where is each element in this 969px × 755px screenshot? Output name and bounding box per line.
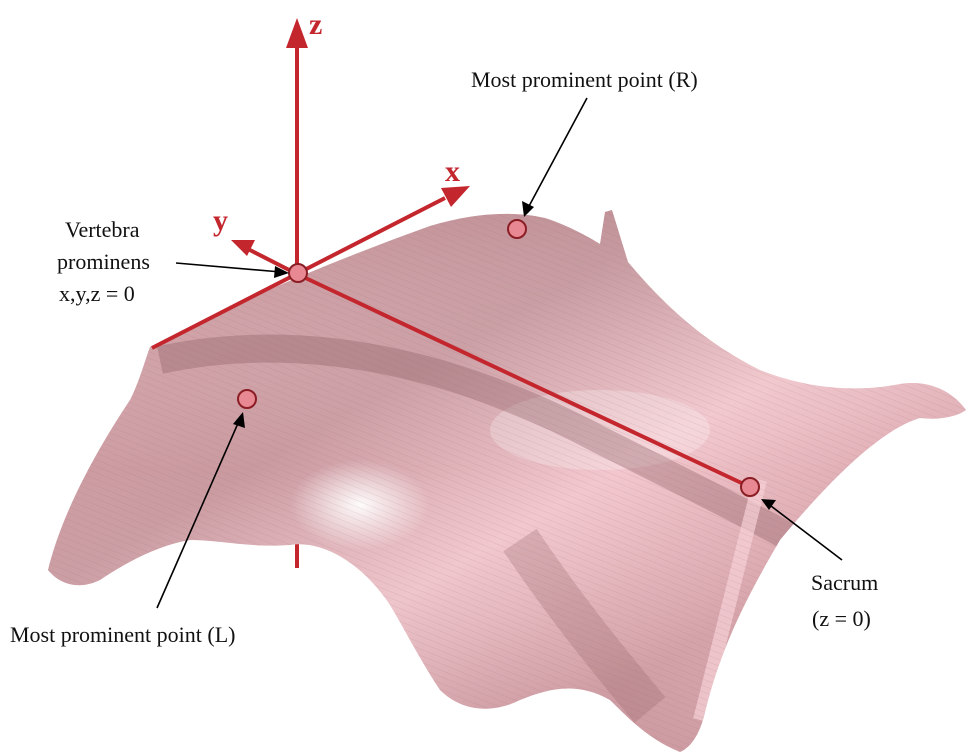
- sacrum-point: [740, 477, 760, 497]
- vertebra-label-line3: x,y,z = 0: [59, 281, 135, 306]
- arrow-most-prominent-l-head: [233, 412, 245, 428]
- spine-line: [296, 272, 751, 489]
- y-arrow-head: [231, 240, 255, 256]
- y-axis: [245, 246, 298, 276]
- annotation-arrows: [156, 97, 843, 609]
- arrow-most-prominent-r: [527, 97, 588, 209]
- vertebra-prominens-point: [288, 263, 308, 283]
- sacrum-label-line1: Sacrum: [811, 570, 878, 595]
- most-prominent-point-r: [507, 219, 527, 239]
- arrow-sacrum: [770, 505, 843, 561]
- z-arrow-head: [286, 18, 308, 48]
- most-prominent-l-label: Most prominent point (L): [10, 622, 235, 647]
- most-prominent-point-l: [237, 389, 257, 409]
- sacrum-label-line2: (z = 0): [812, 606, 871, 631]
- x-arrow-head: [441, 186, 470, 207]
- arrow-most-prominent-l: [156, 420, 240, 609]
- vertebra-label-line2: prominens: [57, 249, 150, 274]
- z-axis-label: z: [309, 8, 322, 41]
- x-axis-label: x: [445, 155, 460, 188]
- vertebra-label-line1: Vertebra: [65, 217, 140, 242]
- most-prominent-r-label: Most prominent point (R): [471, 67, 698, 92]
- arrow-vertebra-head: [274, 266, 289, 278]
- arrow-most-prominent-r-head: [522, 201, 534, 217]
- arrow-vertebra: [175, 262, 282, 273]
- y-axis-label: y: [213, 204, 228, 237]
- arrow-sacrum-head: [761, 499, 776, 510]
